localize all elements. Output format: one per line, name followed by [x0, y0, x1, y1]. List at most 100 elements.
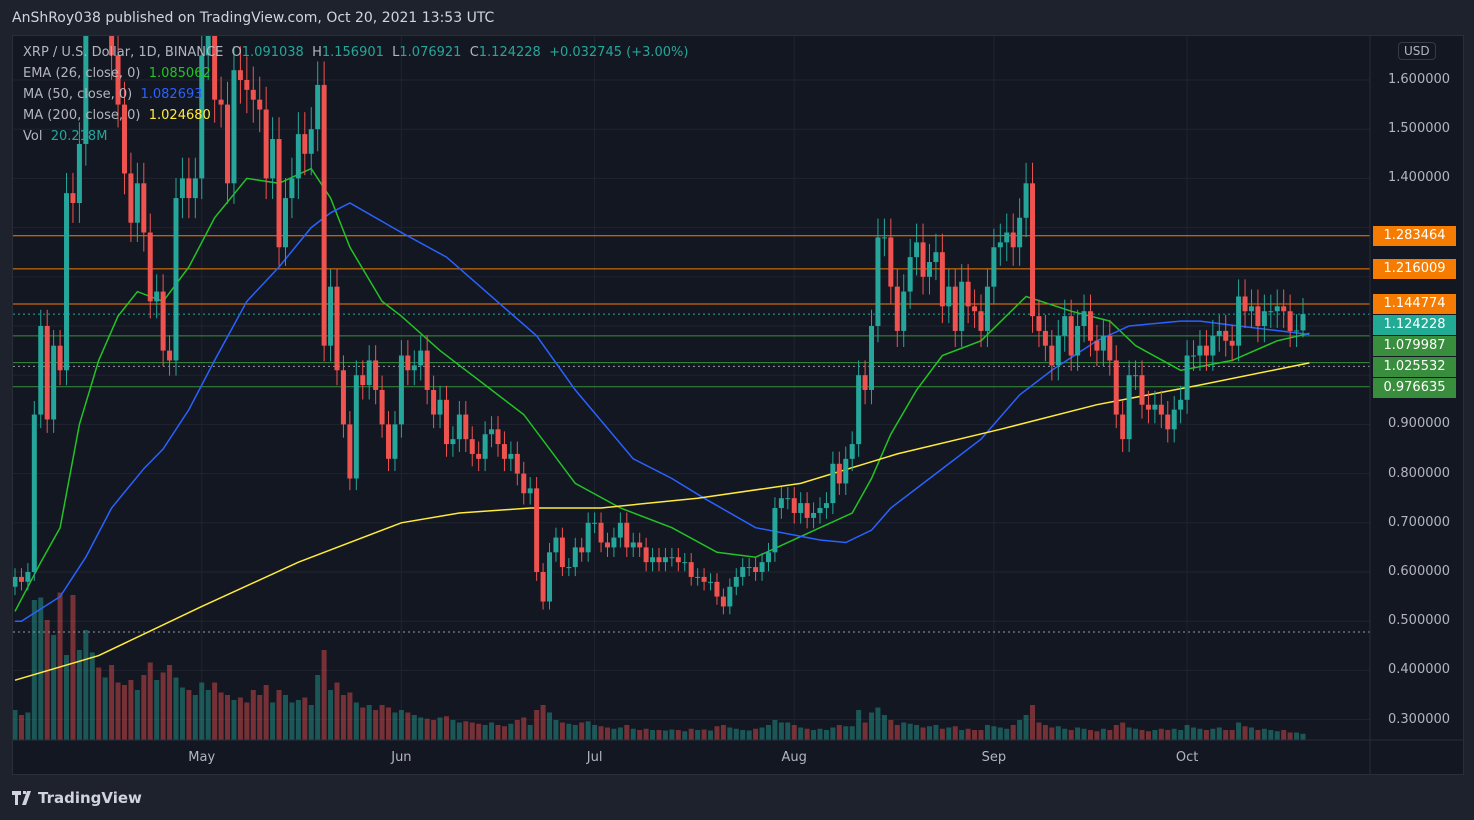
- candle-body: [1107, 335, 1113, 361]
- volume-bar: [192, 695, 198, 740]
- candle-body: [411, 365, 417, 371]
- volume-bar: [386, 707, 392, 740]
- currency-button[interactable]: USD: [1398, 42, 1436, 60]
- candle-body: [270, 139, 276, 179]
- ma50-label: MA (50, close, 0): [23, 87, 133, 102]
- candle-body: [926, 262, 932, 277]
- candle-body: [830, 463, 836, 504]
- price-tick-label: 1.600000: [1388, 72, 1451, 87]
- volume-bar: [772, 720, 778, 740]
- candle-body: [695, 576, 701, 578]
- chart-pane[interactable]: [12, 35, 1464, 775]
- candle-body: [160, 291, 166, 351]
- volume-bar: [559, 722, 565, 740]
- candle-body: [759, 562, 765, 572]
- candle-body: [1120, 414, 1126, 440]
- volume-bar: [366, 705, 372, 740]
- candle-body: [630, 542, 636, 548]
- candle-body: [398, 355, 404, 425]
- volume-bar: [373, 710, 379, 740]
- candle-body: [566, 567, 572, 569]
- candle-body: [946, 286, 952, 307]
- volume-bar: [1087, 730, 1093, 740]
- candle-body: [1191, 355, 1197, 357]
- tradingview-logo-icon: [12, 791, 31, 805]
- candle-body: [1171, 409, 1177, 430]
- candle-body: [83, 36, 89, 144]
- volume-bar: [289, 702, 295, 740]
- volume-bar: [534, 710, 540, 740]
- volume-bar: [237, 697, 243, 740]
- volume-bar: [302, 697, 308, 740]
- tradingview-logo[interactable]: TradingView: [12, 789, 142, 807]
- ma200-legend[interactable]: MA (200, close, 0) 1.024680: [23, 108, 211, 123]
- volume-bar: [501, 726, 507, 740]
- volume-bar: [708, 730, 714, 740]
- volume-bar: [978, 730, 984, 740]
- volume-bar: [1171, 728, 1177, 740]
- candle-body: [450, 439, 456, 445]
- candle-body: [1184, 355, 1190, 400]
- volume-bar: [257, 695, 263, 740]
- volume-bar: [952, 726, 958, 740]
- candle-body: [1062, 316, 1068, 336]
- volume-bar: [856, 710, 862, 740]
- ema-legend[interactable]: EMA (26, close, 0) 1.085062: [23, 66, 211, 81]
- candle-body: [1139, 375, 1145, 405]
- candle-body: [334, 286, 340, 371]
- price-tick-label: 0.600000: [1388, 564, 1451, 579]
- volume-bar: [1010, 725, 1016, 740]
- volume-legend[interactable]: Vol 20.218M: [23, 129, 107, 144]
- volume-bar: [579, 722, 585, 740]
- volume-bar: [991, 726, 997, 740]
- price-tick-label: 0.400000: [1388, 662, 1451, 678]
- candle-body: [708, 581, 714, 583]
- volume-bar: [18, 715, 24, 740]
- candle-body: [431, 389, 437, 415]
- candle-body: [1068, 316, 1074, 356]
- volume-bar: [823, 730, 829, 740]
- candle-body: [199, 55, 205, 179]
- volume-bar: [585, 721, 591, 740]
- candle-body: [282, 198, 288, 248]
- volume-bar: [411, 715, 417, 740]
- candle-body: [746, 567, 752, 569]
- candle-body: [965, 281, 971, 307]
- candle-body: [811, 512, 817, 518]
- candle-body: [952, 286, 958, 331]
- candle-body: [553, 537, 559, 553]
- volume-bar: [907, 723, 913, 740]
- volume-bar: [1165, 730, 1171, 740]
- volume-bar: [179, 687, 185, 740]
- candle-body: [914, 242, 920, 258]
- volume-bar: [791, 725, 797, 740]
- volume-bar: [225, 695, 231, 740]
- volume-bar: [1081, 728, 1087, 740]
- candle-body: [340, 370, 346, 425]
- candle-body: [1126, 375, 1132, 440]
- candle-body: [1255, 306, 1261, 326]
- candle-body: [1210, 335, 1216, 356]
- volume-bar: [315, 675, 321, 740]
- candle-body: [482, 434, 488, 459]
- volume-bar: [701, 729, 707, 740]
- volume-bar: [727, 727, 733, 740]
- volume-bar: [939, 728, 945, 740]
- volume-bar: [1004, 728, 1010, 740]
- candle-body: [1081, 311, 1087, 326]
- candle-body: [772, 508, 778, 553]
- symbol-title[interactable]: XRP / U.S. Dollar, 1D, BINANCE: [23, 45, 224, 60]
- ma50-legend[interactable]: MA (50, close, 0) 1.082693: [23, 87, 203, 102]
- candle-body: [328, 286, 334, 346]
- candle-body: [1223, 330, 1229, 341]
- candle-body: [682, 562, 688, 564]
- candle-body: [128, 173, 134, 223]
- price-level-label: 1.124228: [1373, 314, 1456, 335]
- volume-bar: [572, 725, 578, 740]
- candle-body: [894, 286, 900, 331]
- candle-body: [167, 350, 173, 361]
- volume-bar: [450, 720, 456, 740]
- volume-bar: [147, 662, 153, 740]
- candle-body: [1158, 404, 1164, 415]
